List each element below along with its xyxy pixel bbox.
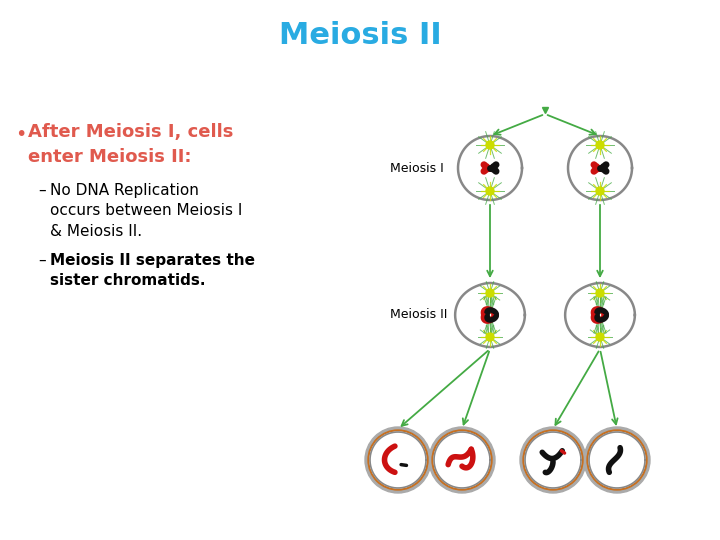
- Circle shape: [429, 427, 495, 493]
- Circle shape: [596, 289, 604, 297]
- Text: No DNA Replication
occurs between Meiosis I
& Meiosis II.: No DNA Replication occurs between Meiosi…: [50, 183, 243, 239]
- Circle shape: [520, 427, 586, 493]
- Circle shape: [523, 430, 583, 490]
- Text: –: –: [38, 253, 45, 268]
- Circle shape: [589, 432, 645, 488]
- Circle shape: [368, 430, 428, 490]
- Circle shape: [365, 427, 431, 493]
- Circle shape: [596, 141, 604, 149]
- Circle shape: [432, 430, 492, 490]
- Text: Meiosis II separates the
sister chromatids.: Meiosis II separates the sister chromati…: [50, 253, 255, 288]
- Text: Meiosis I: Meiosis I: [390, 161, 444, 174]
- Circle shape: [486, 141, 494, 149]
- Circle shape: [486, 333, 494, 341]
- Text: Meiosis II: Meiosis II: [279, 21, 441, 50]
- Text: •: •: [15, 125, 27, 144]
- Circle shape: [587, 430, 647, 490]
- Circle shape: [596, 333, 604, 341]
- Circle shape: [596, 187, 604, 195]
- Circle shape: [584, 427, 650, 493]
- Text: After Meiosis I, cells
enter Meiosis II:: After Meiosis I, cells enter Meiosis II:: [28, 123, 233, 166]
- Circle shape: [525, 432, 581, 488]
- Polygon shape: [565, 283, 635, 347]
- Circle shape: [370, 432, 426, 488]
- Circle shape: [434, 432, 490, 488]
- Polygon shape: [458, 136, 522, 200]
- Text: Meiosis II: Meiosis II: [390, 308, 447, 321]
- Text: –: –: [38, 183, 45, 198]
- Circle shape: [486, 187, 494, 195]
- Circle shape: [486, 289, 494, 297]
- Polygon shape: [455, 283, 525, 347]
- Polygon shape: [568, 136, 632, 200]
